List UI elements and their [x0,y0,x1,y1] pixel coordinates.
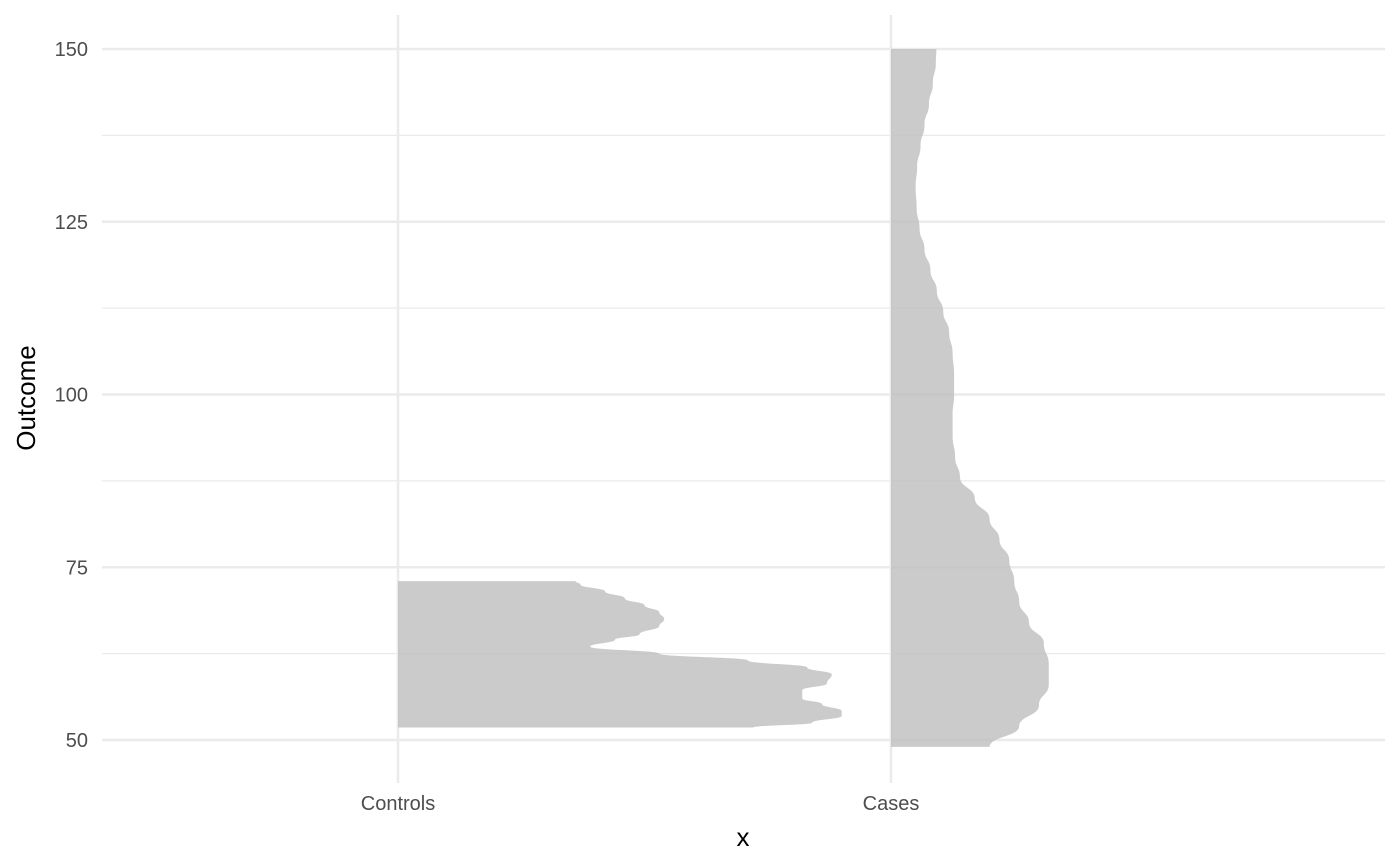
x-tick-labels: Controls Cases [361,793,920,815]
x-axis-title: x [737,822,750,852]
y-tick-label: 125 [55,212,88,234]
y-tick-label: 75 [66,557,88,579]
violins [398,49,1049,747]
violin-controls [398,581,842,728]
x-tick-label-cases: Cases [863,793,920,815]
y-tick-label: 50 [66,730,88,752]
violin-cases [891,49,1049,747]
y-axis-title: Outcome [11,345,41,451]
y-tick-labels: 50 75 100 125 150 [55,39,88,752]
y-tick-label: 150 [55,39,88,61]
y-tick-label: 100 [55,385,88,407]
x-tick-label-controls: Controls [361,793,435,815]
